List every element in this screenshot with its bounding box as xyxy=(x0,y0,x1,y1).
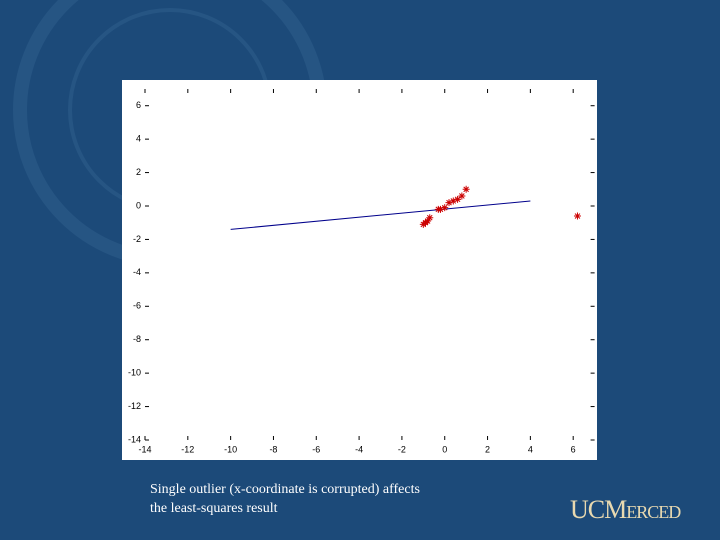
x-tick-label: 4 xyxy=(528,444,533,454)
y-tick-label: -2 xyxy=(133,234,141,244)
point xyxy=(573,212,581,220)
y-tick-label: -4 xyxy=(133,267,141,277)
y-tick-label: 4 xyxy=(136,134,141,144)
caption-line: Single outlier (x-coordinate is corrupte… xyxy=(150,482,420,497)
caption-line: the least-squares result xyxy=(150,501,278,516)
point xyxy=(436,205,444,213)
point xyxy=(458,192,466,200)
x-tick-label: -2 xyxy=(398,444,406,454)
point xyxy=(462,185,470,193)
y-tick-label: -12 xyxy=(128,401,141,411)
x-tick-label: -14 xyxy=(138,444,151,454)
x-tick-label: -10 xyxy=(224,444,237,454)
y-tick-label: -14 xyxy=(128,434,141,444)
y-tick-label: 6 xyxy=(136,100,141,110)
x-tick-label: -4 xyxy=(355,444,363,454)
x-tick-label: -6 xyxy=(312,444,320,454)
y-tick-label: -6 xyxy=(133,301,141,311)
y-tick-label: 0 xyxy=(136,200,141,210)
point xyxy=(454,195,462,203)
x-tick-label: -8 xyxy=(269,444,277,454)
point xyxy=(445,199,453,207)
point xyxy=(441,204,449,212)
plot-panel xyxy=(122,80,597,460)
point xyxy=(449,197,457,205)
y-tick-label: 2 xyxy=(136,167,141,177)
x-tick-label: 0 xyxy=(442,444,447,454)
point xyxy=(426,214,434,222)
x-tick-label: 6 xyxy=(571,444,576,454)
fit-line xyxy=(230,200,531,230)
x-tick-label: -12 xyxy=(181,444,194,454)
y-tick-label: -10 xyxy=(128,368,141,378)
x-tick-label: 2 xyxy=(485,444,490,454)
point xyxy=(424,217,432,225)
plot: -14 -12 -10 -8 -6 -4 -2 0 2 4 6 -14 -12 -10 -8 -6 -4 -2 0 2… xyxy=(128,89,595,454)
logo: UCMerced xyxy=(570,495,681,524)
y-tick-label: -8 xyxy=(133,334,141,344)
